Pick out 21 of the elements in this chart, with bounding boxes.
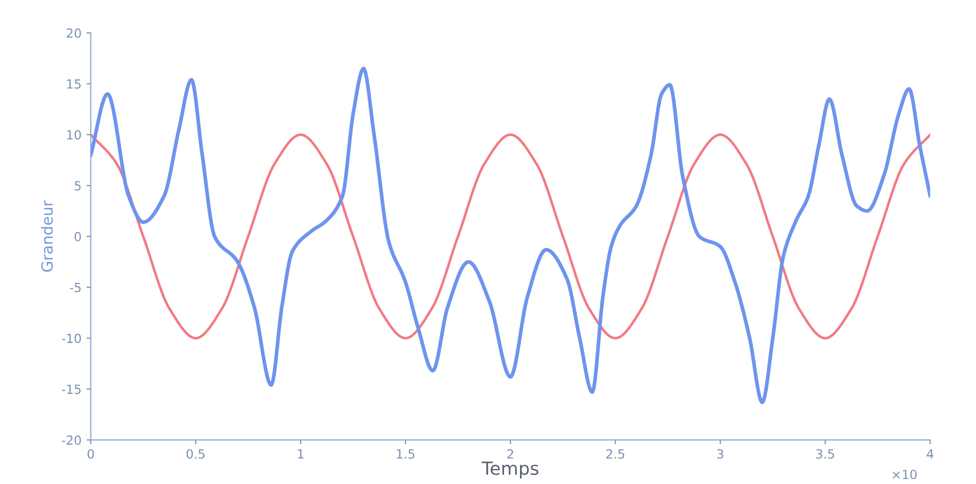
y-tick-label: 0 — [74, 232, 81, 242]
y-axis-title: Grandeur — [40, 200, 53, 272]
y-tick-label: 15 — [67, 79, 81, 89]
y-tick-label: -20 — [62, 435, 81, 445]
x-tick-label: 1 — [298, 449, 304, 458]
x-tick-label: 2.5 — [606, 449, 624, 459]
x-tick-label: 4 — [926, 449, 934, 458]
y-tick-label: -15 — [62, 384, 81, 394]
x-tick-label: 2 — [507, 449, 514, 458]
x-tick-label: 1.5 — [396, 449, 414, 459]
x-tick-label: 3 — [717, 449, 724, 459]
y-tick-label: -10 — [62, 334, 81, 344]
y-tick-label: 20 — [66, 28, 81, 38]
y-tick-label: 10 — [67, 130, 81, 140]
y-tick-label: 5 — [74, 181, 81, 190]
y-tick-label: -5 — [70, 282, 81, 292]
x-axis-title: Temps — [482, 462, 538, 479]
x-tick-label: 0.5 — [186, 449, 205, 459]
x-tick-label: 0 — [88, 449, 94, 459]
x-tick-label: 3.5 — [816, 449, 834, 459]
text: ×10 — [892, 470, 917, 480]
